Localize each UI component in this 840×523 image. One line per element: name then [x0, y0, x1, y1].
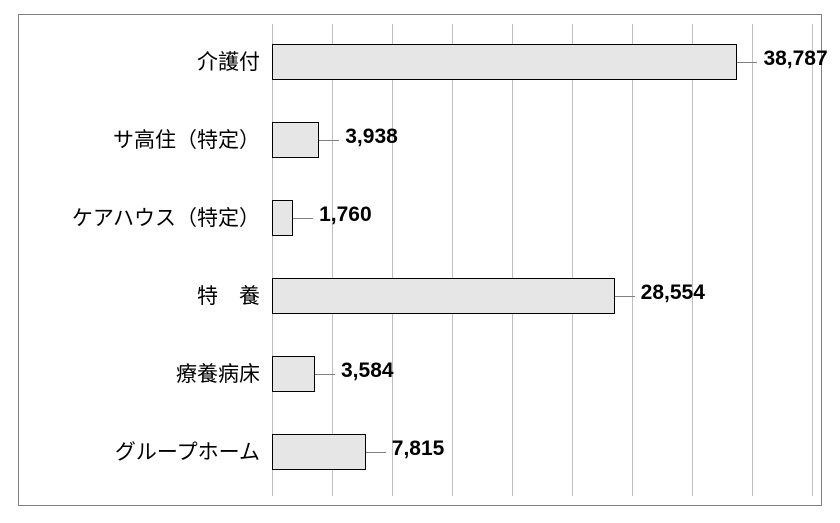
value-label: 3,938: [345, 125, 398, 149]
leader-line: [737, 62, 757, 63]
gridline: [692, 24, 693, 496]
gridline: [812, 24, 813, 496]
bar: [272, 200, 293, 236]
leader-line: [615, 296, 635, 297]
gridline: [392, 24, 393, 496]
value-label: 28,554: [641, 281, 705, 305]
gridline: [512, 24, 513, 496]
leader-line: [293, 218, 313, 219]
bar: [272, 356, 315, 392]
bar: [272, 44, 737, 80]
category-label: サ高住（特定）: [113, 124, 260, 154]
bar: [272, 278, 615, 314]
gridline: [572, 24, 573, 496]
leader-line: [315, 374, 335, 375]
leader-line: [366, 452, 386, 453]
bar: [272, 434, 366, 470]
value-label: 7,815: [392, 437, 445, 461]
category-label: 特 養: [197, 280, 260, 310]
gridline: [632, 24, 633, 496]
gridline: [452, 24, 453, 496]
category-label: グループホーム: [115, 436, 260, 466]
value-label: 1,760: [319, 203, 372, 227]
category-label: 療養病床: [176, 358, 260, 388]
gridline: [272, 24, 273, 496]
gridline: [752, 24, 753, 496]
category-label: ケアハウス（特定）: [72, 202, 260, 232]
plot-area: [272, 24, 812, 496]
gridline: [332, 24, 333, 496]
category-label: 介護付: [197, 46, 260, 76]
value-label: 3,584: [341, 359, 394, 383]
bar: [272, 122, 319, 158]
leader-line: [319, 140, 339, 141]
value-label: 38,787: [763, 47, 827, 71]
